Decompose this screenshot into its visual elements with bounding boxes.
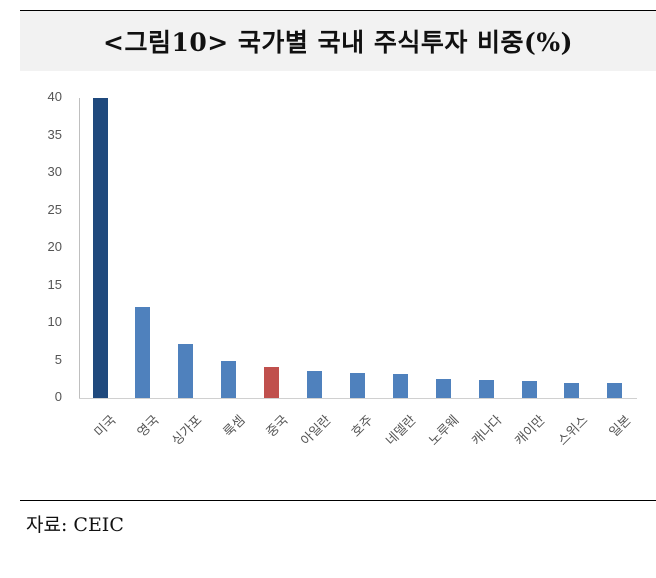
x-tick-label: 캐나다 [469, 412, 506, 449]
x-tick-label: 네델란 [383, 412, 420, 449]
figure-title: <그림10> 국가별 국내 주식투자 비중(%) [103, 28, 573, 57]
y-tick-label: 10 [47, 314, 62, 329]
y-tick-label: 25 [47, 201, 62, 217]
x-tick-label: 노루웨 [426, 412, 463, 449]
y-tick-label: 15 [47, 276, 62, 292]
source-note: 자료: CEIC [26, 514, 124, 536]
x-tick-label: 일본 [606, 412, 635, 441]
bar-룩셈 [221, 361, 237, 398]
bar-네델란 [392, 374, 408, 398]
y-axis-line [79, 98, 80, 399]
bottom-rule [20, 500, 656, 501]
y-tick-label: 35 [47, 126, 62, 142]
x-tick-label: 룩셈 [220, 412, 249, 441]
bar-미국 [92, 98, 108, 398]
x-tick-label: 아일란 [297, 412, 334, 449]
y-tick-label: 30 [47, 164, 62, 179]
x-tick-label: 스위스 [555, 412, 592, 449]
bar-chart: 0 5 10 15 20 25 30 35 40 미국 영국 싱가포 룩셈 중국 아일란 호주 네델란 노루웨 캐… [0, 80, 656, 490]
bar-중국 [264, 367, 280, 398]
bar-영국 [135, 307, 151, 398]
bar-캐이만 [521, 380, 537, 398]
x-tick-label: 미국 [91, 412, 120, 441]
bar-스위스 [564, 383, 580, 398]
x-tick-label: 캐이만 [512, 412, 549, 449]
bar-일본 [607, 383, 623, 398]
x-tick-label: 영국 [134, 412, 163, 441]
x-tick-label: 싱가포 [169, 412, 206, 449]
bar-싱가포 [178, 344, 194, 398]
x-tick-label: 호주 [349, 412, 377, 441]
y-tick-label: 40 [47, 89, 62, 104]
y-tick-label: 20 [47, 239, 62, 254]
y-tick-label: 5 [54, 351, 62, 367]
title-band: <그림10> 국가별 국내 주식투자 비중(%) [20, 10, 656, 71]
x-tick-label: 중국 [263, 412, 292, 441]
bar-노루웨 [435, 378, 451, 398]
x-axis-line [79, 398, 637, 399]
bar-호주 [349, 372, 365, 398]
y-tick-label: 0 [54, 389, 62, 404]
bar-캐나다 [478, 380, 494, 398]
bar-아일란 [307, 371, 322, 398]
